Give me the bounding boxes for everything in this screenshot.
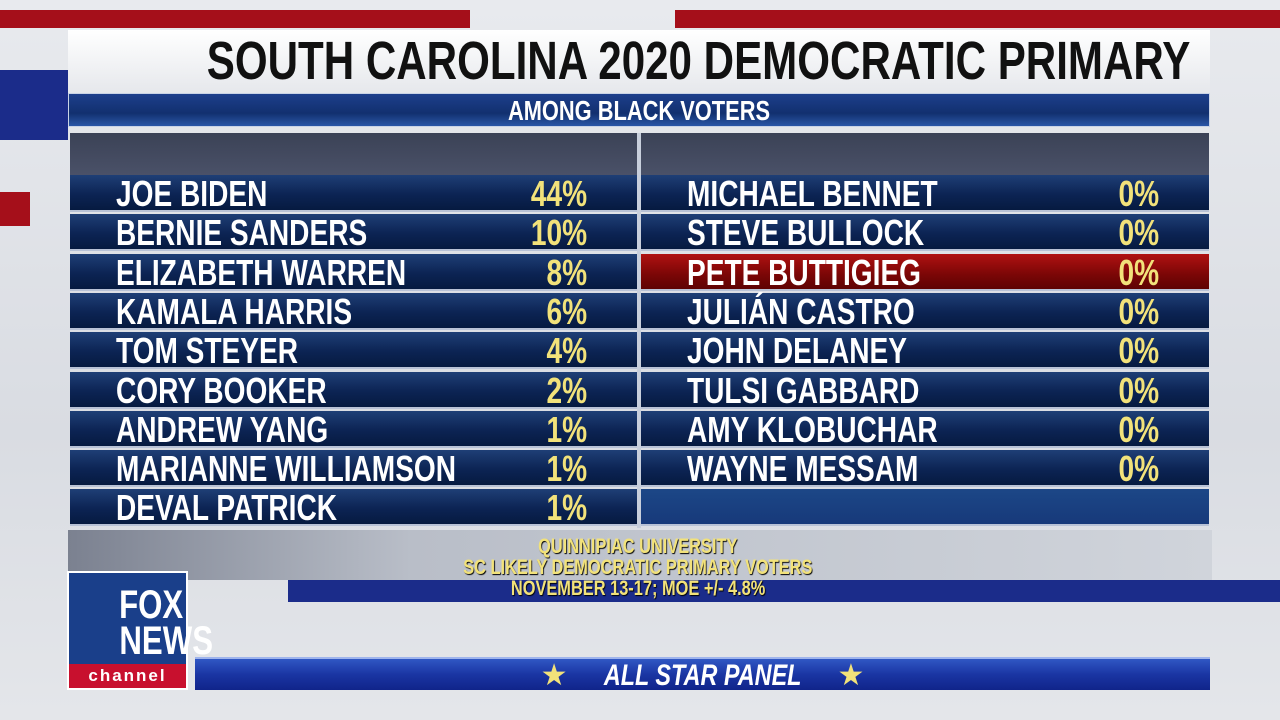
table-row: JULIÁN CASTRO 0% <box>641 290 1209 332</box>
table-row: ELIZABETH WARREN 8% <box>70 251 637 293</box>
subtitle-text: AMONG BLACK VOTERS <box>507 95 771 126</box>
candidate-name: JOHN DELANEY <box>687 330 907 372</box>
candidate-percent: 0% <box>1118 369 1159 411</box>
candidate-percent: 6% <box>546 290 587 332</box>
candidate-percent: 4% <box>546 330 587 372</box>
table-row: JOHN DELANEY 0% <box>641 330 1209 372</box>
candidate-name: KAMALA HARRIS <box>116 290 353 332</box>
empty-row <box>641 489 1209 527</box>
candidate-name: JOE BIDEN <box>116 173 268 214</box>
table-row: JOE BIDEN 44% <box>70 173 637 214</box>
candidate-name: PETE BUTTIGIEG <box>687 251 922 293</box>
show-title: ALL STAR PANEL <box>603 659 802 692</box>
candidate-percent: 8% <box>546 251 587 293</box>
candidate-name: DEVAL PATRICK <box>116 487 338 529</box>
candidate-percent: 0% <box>1118 408 1159 450</box>
source-line2: SC LIKELY DEMOCRATIC PRIMARY VOTERS <box>463 556 813 579</box>
candidate-name: MARIANNE WILLIAMSON <box>116 448 457 490</box>
candidate-percent: 0% <box>1118 173 1159 214</box>
table-row: PETE BUTTIGIEG 0% <box>641 251 1209 293</box>
candidate-percent: 10% <box>530 212 587 254</box>
candidate-name: AMY KLOBUCHAR <box>687 408 938 450</box>
candidate-percent: 44% <box>530 173 587 214</box>
candidate-name: WAYNE MESSAM <box>687 448 919 490</box>
column-divider <box>637 133 641 528</box>
logo-fox: FOX <box>118 583 183 627</box>
candidate-percent: 2% <box>546 369 587 411</box>
candidate-name: ANDREW YANG <box>116 408 329 450</box>
bg-blue-stripe <box>0 70 68 140</box>
candidate-percent: 0% <box>1118 290 1159 332</box>
candidate-name: JULIÁN CASTRO <box>687 290 915 332</box>
candidate-percent: 0% <box>1118 330 1159 372</box>
candidate-percent: 0% <box>1118 448 1159 490</box>
candidate-name: TULSI GABBARD <box>687 369 920 411</box>
candidate-name: TOM STEYER <box>116 330 299 372</box>
table-row: ANDREW YANG 1% <box>70 408 637 450</box>
candidate-percent: 0% <box>1118 212 1159 254</box>
table-row: TULSI GABBARD 0% <box>641 369 1209 411</box>
show-title-bar: ★ ALL STAR PANEL ★ <box>195 657 1210 692</box>
source-band <box>288 580 1280 602</box>
bg-red-bar-right <box>675 10 1280 28</box>
candidate-name: MICHAEL BENNET <box>687 173 938 214</box>
graphic-title: SOUTH CAROLINA 2020 DEMOCRATIC PRIMARY <box>68 30 1210 92</box>
table-row: CORY BOOKER 2% <box>70 369 637 411</box>
table-row: AMY KLOBUCHAR 0% <box>641 408 1209 450</box>
logo-channel: channel <box>69 664 186 688</box>
table-row: DEVAL PATRICK 1% <box>70 487 637 529</box>
table-row: WAYNE MESSAM 0% <box>641 448 1209 490</box>
candidate-name: STEVE BULLOCK <box>687 212 925 254</box>
graphic-subtitle: AMONG BLACK VOTERS <box>68 93 1210 127</box>
bg-red-block <box>0 192 30 226</box>
table-row: MICHAEL BENNET 0% <box>641 173 1209 214</box>
table-row: BERNIE SANDERS 10% <box>70 212 637 254</box>
candidate-percent: 0% <box>1118 251 1159 293</box>
source-line3: NOVEMBER 13-17; MOE +/- 4.8% <box>510 577 766 600</box>
candidate-percent: 1% <box>546 448 587 490</box>
candidate-name: BERNIE SANDERS <box>116 212 368 254</box>
title-text: SOUTH CAROLINA 2020 DEMOCRATIC PRIMARY <box>206 31 1191 91</box>
table-row: STEVE BULLOCK 0% <box>641 212 1209 254</box>
star-icon: ★ <box>837 659 865 692</box>
table-row: KAMALA HARRIS 6% <box>70 290 637 332</box>
source-line1: QUINNIPIAC UNIVERSITY <box>538 535 738 558</box>
candidate-name: ELIZABETH WARREN <box>116 251 407 293</box>
fox-news-logo: FOX NEWS channel <box>67 571 213 690</box>
table-row: MARIANNE WILLIAMSON 1% <box>70 448 637 490</box>
candidate-percent: 1% <box>546 408 587 450</box>
candidate-name: CORY BOOKER <box>116 369 327 411</box>
table-row: TOM STEYER 4% <box>70 330 637 372</box>
source-panel <box>68 530 1212 580</box>
candidate-percent: 1% <box>546 487 587 529</box>
logo-news: NEWS <box>119 619 213 663</box>
source-text: QUINNIPIAC UNIVERSITY SC LIKELY DEMOCRAT… <box>288 536 988 599</box>
bg-red-bar-left <box>0 10 470 28</box>
star-icon: ★ <box>540 659 568 692</box>
